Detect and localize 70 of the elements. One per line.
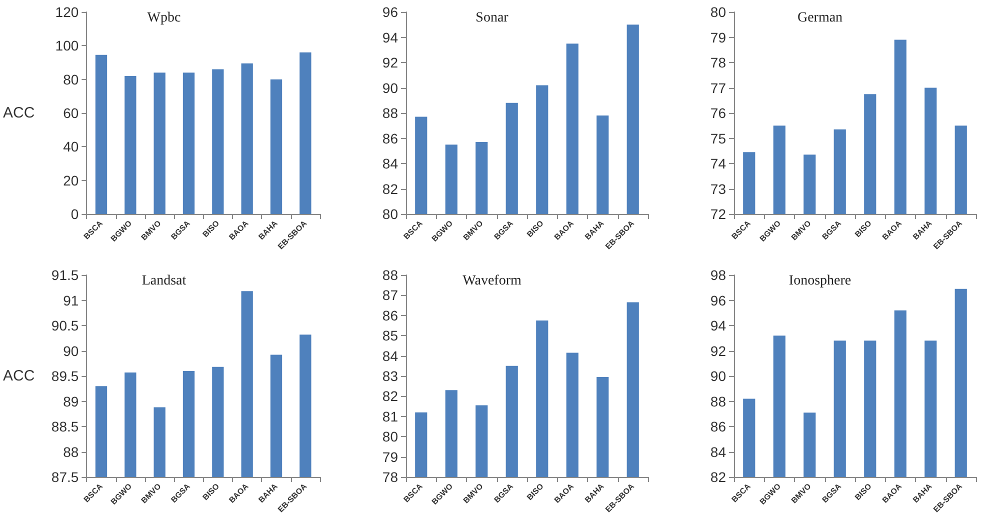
y-tick-label: 74 bbox=[710, 156, 726, 172]
y-tick-label: 78 bbox=[710, 54, 726, 70]
chart-title: Wpbc bbox=[147, 10, 181, 26]
y-tick-label: 91 bbox=[63, 292, 79, 308]
y-tick-label: 96 bbox=[382, 4, 398, 20]
chart-title: Waveform bbox=[462, 273, 522, 288]
y-tick-label: 88.5 bbox=[51, 418, 79, 434]
y-tick-label: 83 bbox=[382, 368, 398, 384]
y-tick-label: 84 bbox=[382, 347, 398, 364]
y-axis-title: ACC bbox=[3, 104, 35, 122]
y-tick-label: 20 bbox=[63, 172, 79, 188]
y-tick-label: 90 bbox=[382, 80, 398, 96]
y-tick-label: 87 bbox=[382, 286, 398, 303]
bar bbox=[154, 72, 166, 214]
y-tick-label: 88 bbox=[382, 266, 398, 282]
y-tick-label: 98 bbox=[710, 266, 726, 282]
y-tick-label: 94 bbox=[710, 317, 726, 333]
y-tick-label: 86 bbox=[710, 418, 726, 434]
y-tick-label: 88 bbox=[382, 105, 398, 121]
y-tick-label: 92 bbox=[710, 342, 726, 358]
y-tick-label: 75 bbox=[710, 130, 726, 146]
y-tick-label: 81 bbox=[382, 408, 398, 424]
y-tick-label: 86 bbox=[382, 306, 398, 323]
y-tick-label: 80 bbox=[710, 4, 726, 20]
y-tick-label: 80 bbox=[382, 206, 398, 222]
y-tick-label: 60 bbox=[63, 105, 79, 121]
bar bbox=[95, 54, 108, 214]
y-tick-label: 88 bbox=[63, 443, 79, 460]
y-tick-label: 82 bbox=[382, 180, 398, 197]
y-tick-label: 87.5 bbox=[51, 468, 79, 484]
y-axis-title: ACC bbox=[3, 367, 35, 384]
y-tick-label: 0 bbox=[70, 206, 79, 222]
y-tick-label: 84 bbox=[382, 156, 398, 172]
y-tick-label: 89.5 bbox=[51, 368, 79, 384]
y-tick-label: 100 bbox=[55, 38, 79, 54]
y-tick-label: 91.5 bbox=[51, 266, 79, 282]
y-tick-label: 73 bbox=[710, 180, 726, 197]
y-tick-label: 82 bbox=[710, 468, 726, 484]
bar bbox=[241, 63, 253, 214]
y-tick-label: 90.5 bbox=[51, 317, 79, 333]
y-tick-label: 82 bbox=[382, 388, 398, 404]
y-tick-label: 92 bbox=[382, 54, 398, 70]
y-tick-label: 94 bbox=[382, 29, 398, 46]
chart-title: Sonar bbox=[476, 10, 509, 26]
y-tick-label: 84 bbox=[710, 443, 726, 460]
y-tick-label: 77 bbox=[710, 80, 726, 96]
y-tick-label: 79 bbox=[710, 29, 726, 46]
y-tick-label: 90 bbox=[63, 342, 79, 358]
bar bbox=[182, 72, 195, 214]
bar bbox=[300, 52, 312, 214]
y-tick-label: 80 bbox=[382, 428, 398, 444]
y-tick-label: 90 bbox=[710, 368, 726, 384]
y-tick-label: 96 bbox=[710, 292, 726, 308]
bar bbox=[212, 69, 224, 214]
y-tick-label: 79 bbox=[382, 448, 398, 464]
y-tick-label: 76 bbox=[710, 105, 726, 121]
chart-title: German bbox=[797, 10, 843, 26]
chart-title: Ionosphere bbox=[788, 273, 852, 288]
y-tick-label: 120 bbox=[55, 4, 79, 20]
bar bbox=[124, 76, 136, 214]
y-tick-label: 89 bbox=[63, 392, 79, 409]
y-tick-label: 78 bbox=[382, 468, 398, 484]
y-tick-label: 88 bbox=[710, 392, 726, 409]
y-tick-label: 40 bbox=[63, 138, 79, 155]
bar bbox=[270, 79, 282, 214]
y-tick-label: 72 bbox=[710, 206, 726, 222]
y-tick-label: 80 bbox=[63, 71, 79, 88]
y-tick-label: 86 bbox=[382, 130, 398, 146]
chart-title: Landsat bbox=[142, 273, 186, 288]
y-tick-label: 85 bbox=[382, 327, 398, 344]
